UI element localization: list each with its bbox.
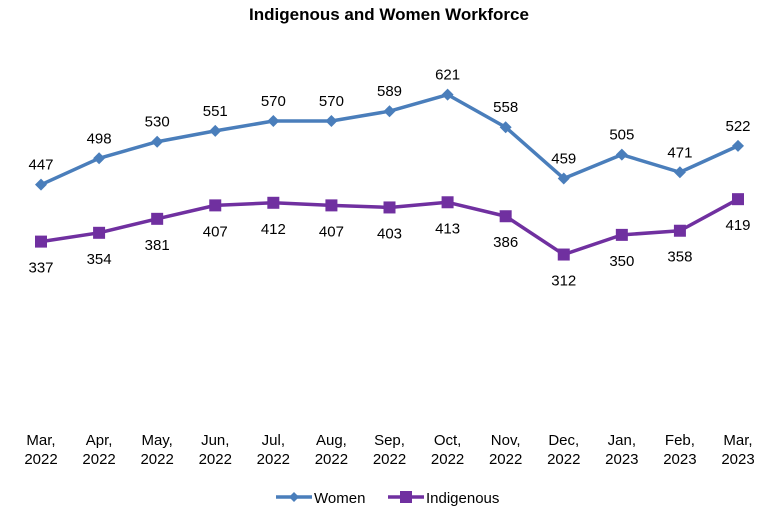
data-label: 386 <box>493 234 518 251</box>
data-label: 350 <box>609 253 634 270</box>
data-label: 459 <box>551 150 576 167</box>
data-point <box>557 172 570 185</box>
data-point <box>732 193 744 206</box>
data-label: 530 <box>145 114 170 131</box>
data-point <box>732 139 744 152</box>
data-label: 354 <box>87 251 112 268</box>
legend-marker <box>289 492 299 502</box>
legend-item-women: Women <box>276 490 365 507</box>
data-label: 551 <box>203 103 228 120</box>
x-tick-label: Oct, 2022 <box>431 432 464 468</box>
x-tick-label: Jun, 2022 <box>199 432 232 468</box>
x-tick-label: Sep, 2022 <box>373 432 406 468</box>
data-point <box>557 248 570 261</box>
x-tick-label: Apr, 2022 <box>82 432 115 468</box>
data-point <box>209 199 222 212</box>
data-label: 412 <box>261 221 286 238</box>
data-point <box>673 224 686 237</box>
data-label: 621 <box>435 67 460 84</box>
x-tick-label: Dec, 2022 <box>547 432 580 468</box>
legend-label: Indigenous <box>426 490 499 507</box>
data-label: 589 <box>377 83 402 100</box>
x-tick-label: May, 2022 <box>140 432 173 468</box>
data-label: 471 <box>667 144 692 161</box>
data-point <box>93 152 106 165</box>
x-tick-label: Jan, 2023 <box>605 432 638 468</box>
data-label: 498 <box>87 130 112 147</box>
data-point <box>499 121 512 134</box>
data-point <box>615 148 628 161</box>
series-women: 447 498 530 551 570 570 589 621 558 459 505 471 522 <box>28 67 751 191</box>
data-label: 570 <box>261 93 286 110</box>
data-label: 570 <box>319 93 344 110</box>
data-label: 337 <box>28 260 53 277</box>
series-indigenous: 337 354 381 407 412 407 403 413 386 312 350 358 419 <box>28 193 751 290</box>
data-label: 358 <box>667 249 692 266</box>
x-tick-label: Mar, 2023 <box>721 432 754 468</box>
data-point <box>267 196 280 209</box>
data-point <box>673 166 686 179</box>
data-label: 558 <box>493 99 518 116</box>
data-label: 381 <box>145 237 170 254</box>
data-point <box>441 88 454 101</box>
data-label: 447 <box>28 157 53 174</box>
data-point <box>35 235 47 248</box>
data-point <box>209 124 222 137</box>
data-point <box>383 201 396 214</box>
data-point <box>499 210 512 223</box>
x-tick-label: Jul, 2022 <box>257 432 290 468</box>
data-label: 403 <box>377 225 402 242</box>
data-label: 407 <box>203 223 228 240</box>
data-label: 419 <box>725 217 750 234</box>
legend-item-indigenous: Indigenous <box>388 490 499 507</box>
data-label: 413 <box>435 220 460 237</box>
data-label: 407 <box>319 223 344 240</box>
data-point <box>325 115 338 128</box>
data-point <box>151 135 164 148</box>
x-tick-label: Feb, 2023 <box>663 432 696 468</box>
chart-title: Indigenous and Women Workforce <box>249 5 529 24</box>
data-point <box>35 178 47 191</box>
data-label: 505 <box>609 127 634 144</box>
legend-label: Women <box>314 490 365 507</box>
x-tick-label: Nov, 2022 <box>489 432 522 468</box>
x-tick-label: Aug, 2022 <box>315 432 348 468</box>
legend-marker <box>400 491 412 503</box>
data-label: 312 <box>551 273 576 290</box>
data-point <box>93 226 106 239</box>
data-label: 522 <box>725 118 750 135</box>
data-point <box>383 105 396 118</box>
data-point <box>615 228 628 241</box>
data-point <box>151 212 164 225</box>
data-point <box>325 199 338 212</box>
data-point <box>441 196 454 209</box>
x-tick-label: Mar, 2022 <box>24 432 57 468</box>
data-point <box>267 115 280 128</box>
